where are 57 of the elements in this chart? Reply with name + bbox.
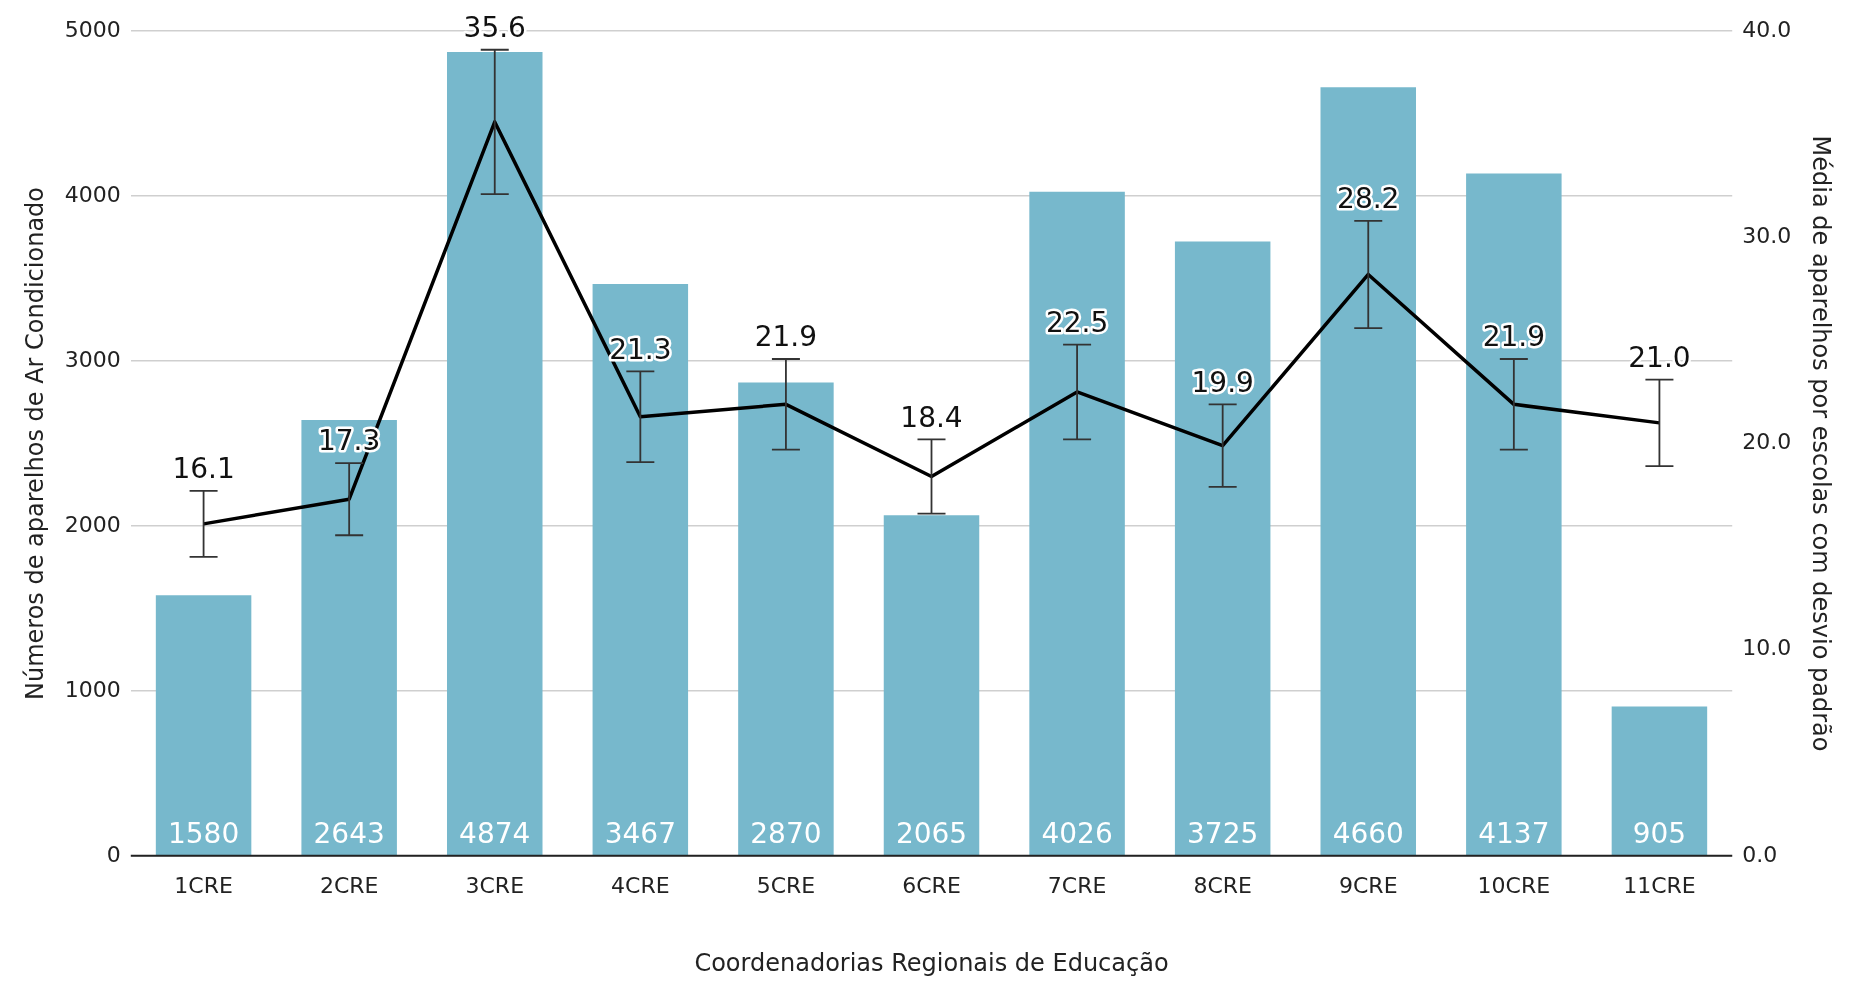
data-label: 4874 [459, 817, 531, 851]
x-tick-label: 6CRE [902, 872, 961, 898]
bar [1611, 706, 1708, 856]
y-axis-title: Números de aparelhos de Ar Condicionado [20, 186, 49, 701]
y2-tick-label: 30.0 [1742, 223, 1792, 249]
bar [738, 382, 834, 856]
data-label: 21.9 [1482, 320, 1546, 354]
x-tick-label: 9CRE [1338, 872, 1398, 898]
y-tick-label: 4000 [64, 181, 121, 207]
y2-tick-label: 40.0 [1742, 16, 1792, 42]
bar [1029, 191, 1125, 856]
y-tick-label: 3000 [64, 346, 121, 372]
y2-axis-title: Média de aparelhos por escolas com desvio padrão [1807, 135, 1836, 752]
data-label: 35.6 [463, 11, 526, 45]
data-label: 21.0 [1628, 340, 1691, 374]
x-tick-label: 8CRE [1193, 872, 1252, 898]
data-label: 21.3 [609, 332, 672, 366]
bar [1320, 87, 1417, 856]
data-label: 2870 [750, 817, 822, 851]
data-label: 3467 [604, 817, 676, 851]
data-label: 16.1 [172, 452, 235, 486]
data-label: 3725 [1187, 817, 1259, 851]
data-label: 1580 [167, 817, 240, 851]
data-label: 28.2 [1337, 182, 1400, 216]
bar [155, 595, 252, 856]
bar [1466, 173, 1562, 856]
data-label: 905 [1632, 817, 1687, 851]
x-tick-label: 10CRE [1477, 872, 1551, 898]
y-tick-label: 2000 [64, 511, 121, 537]
x-tick-label: 3CRE [465, 872, 525, 898]
data-label: 2065 [895, 817, 968, 851]
y2-tick-label: 20.0 [1742, 429, 1792, 455]
x-tick-label: 11CRE [1623, 872, 1696, 898]
x-tick-label: 2CRE [319, 872, 379, 898]
bar [301, 419, 397, 856]
y-tick-label: 1000 [64, 676, 121, 702]
bar [1174, 241, 1271, 856]
y2-tick-label: 0.0 [1742, 841, 1778, 867]
y-tick-label: 0 [106, 841, 121, 867]
bar [592, 284, 689, 856]
x-tick-label: 4CRE [611, 872, 670, 898]
data-label: 4137 [1478, 817, 1550, 851]
bar [447, 51, 543, 856]
data-label: 2643 [313, 817, 385, 851]
data-label: 19.9 [1191, 365, 1254, 399]
x-tick-label: 5CRE [756, 872, 816, 898]
x-tick-label: 1CRE [174, 872, 233, 898]
bar [883, 515, 980, 856]
data-label: 4660 [1332, 817, 1404, 851]
data-label: 18.4 [900, 400, 963, 434]
x-axis-title: Coordenadorias Regionais de Educação [694, 948, 1169, 977]
data-label: 4026 [1041, 817, 1113, 851]
data-label: 22.5 [1045, 305, 1109, 339]
y-tick-label: 5000 [64, 16, 121, 42]
y2-tick-label: 10.0 [1742, 635, 1792, 661]
x-tick-label: 7CRE [1047, 872, 1107, 898]
data-label: 21.9 [754, 320, 818, 354]
